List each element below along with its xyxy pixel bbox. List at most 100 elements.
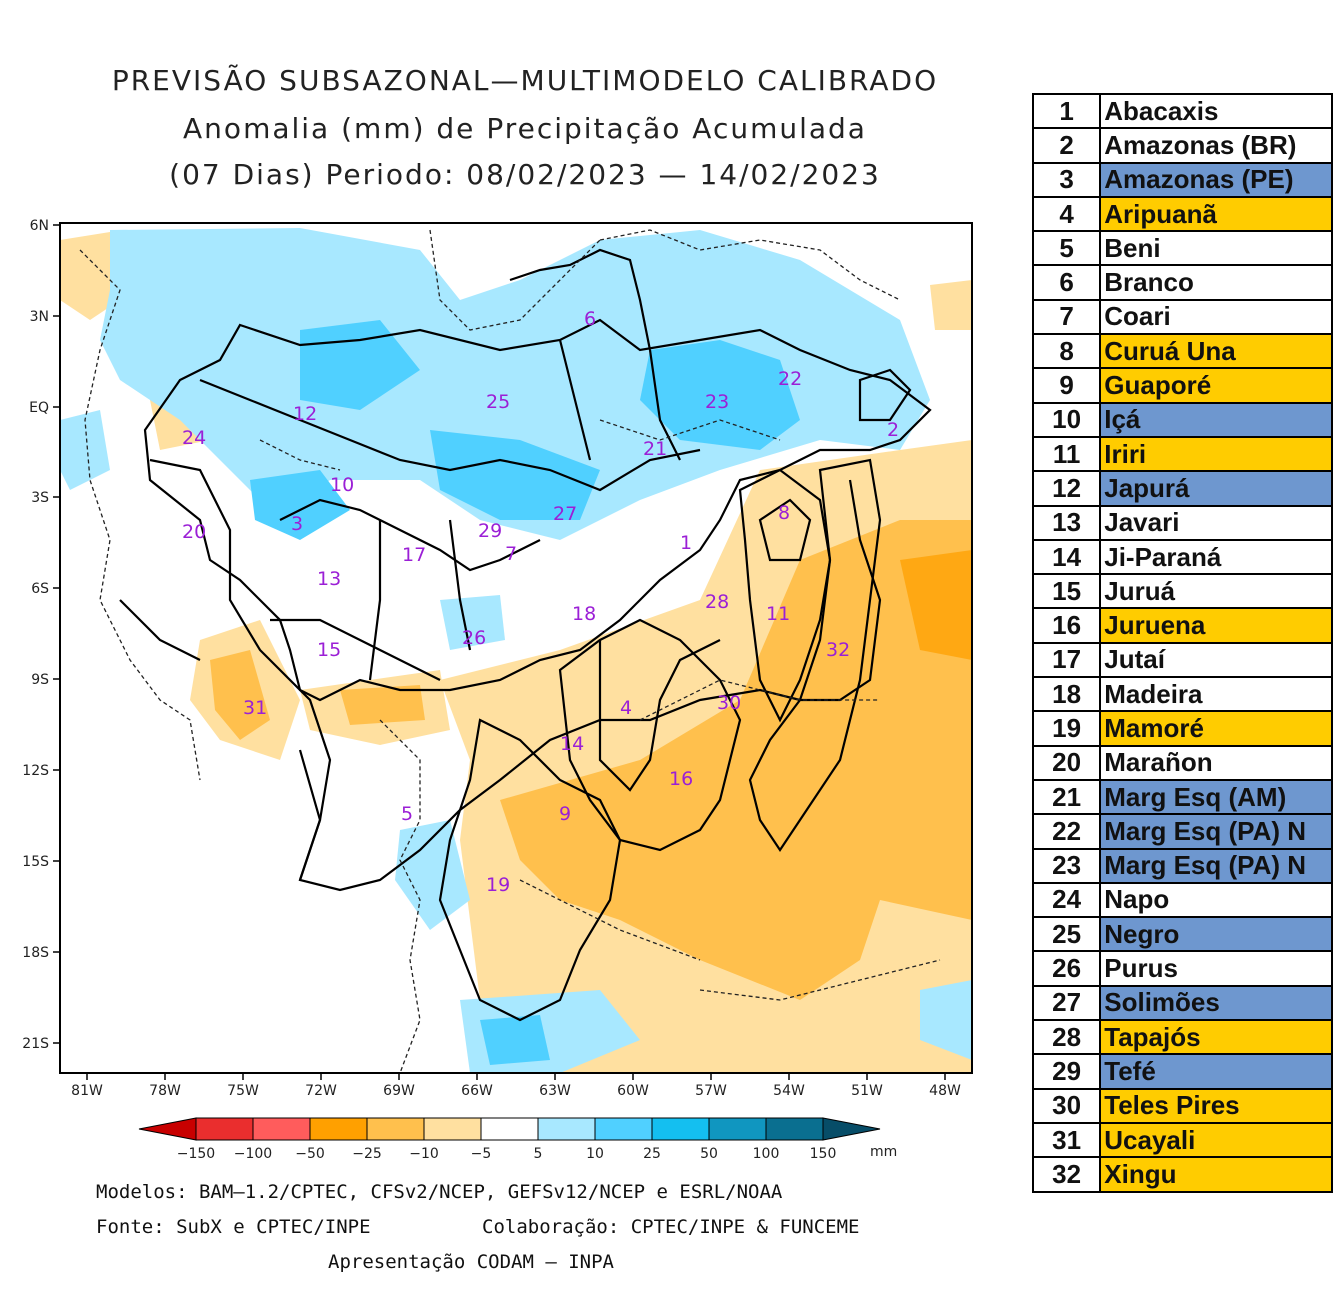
legend-basin-name: Marañon — [1099, 744, 1333, 781]
legend-basin-name: Ucayali — [1099, 1121, 1333, 1159]
legend-row: 29 Tefé — [1031, 1053, 1333, 1090]
legend-row: 5 Beni — [1031, 230, 1333, 267]
basin-label-4: 4 — [620, 697, 632, 719]
legend-basin-name: Içá — [1099, 401, 1333, 438]
legend-row: 12 Japurá — [1031, 470, 1333, 507]
legend-basin-name: Juruena — [1099, 607, 1333, 644]
legend-row: 31 Ucayali — [1031, 1121, 1333, 1159]
lat-label: 6N — [30, 218, 49, 234]
legend-number: 16 — [1031, 607, 1102, 644]
colorbar-cell — [195, 1117, 254, 1141]
basin-label-6: 6 — [584, 308, 596, 330]
legend-basin-name: Teles Pires — [1099, 1087, 1333, 1124]
lat-label: 18S — [22, 945, 49, 961]
legend-basin-name: Guaporé — [1099, 367, 1333, 404]
legend-number: 7 — [1031, 298, 1102, 336]
longitude-axis: 81W 78W 75W 72W 69W 66W 63W 60W 57W 54W … — [71, 1073, 961, 1099]
legend-number: 10 — [1031, 401, 1102, 438]
basin-label-11: 11 — [766, 603, 790, 625]
legend-number: 14 — [1031, 538, 1102, 576]
colorbar-cell — [708, 1117, 767, 1141]
legend-basin-name: Marg Esq (PA) N — [1099, 847, 1333, 884]
basin-label-32: 32 — [826, 639, 850, 661]
collaboration-credit: Colaboração: CPTEC/INPE & FUNCEME — [482, 1216, 860, 1238]
basin-label-3: 3 — [291, 513, 303, 535]
basin-label-28: 28 — [705, 591, 729, 613]
legend-basin-name: Amazonas (PE) — [1099, 161, 1333, 198]
basin-label-25: 25 — [486, 391, 510, 413]
legend-basin-name: Abacaxis — [1099, 92, 1333, 130]
legend-row: 32 Xingu — [1031, 1156, 1333, 1193]
legend-number: 22 — [1031, 813, 1102, 850]
legend-number: 19 — [1031, 710, 1102, 747]
legend-basin-name: Juruá — [1099, 573, 1333, 610]
lon-label: 54W — [773, 1083, 805, 1099]
legend-basin-name: Curuá Una — [1099, 333, 1333, 370]
lon-label: 63W — [539, 1083, 571, 1099]
legend-row: 21 Marg Esq (AM) — [1031, 778, 1333, 816]
legend-basin-name: Xingu — [1099, 1156, 1333, 1193]
legend-row: 9 Guaporé — [1031, 367, 1333, 404]
colorbar-tick: −10 — [409, 1146, 439, 1162]
legend-number: 30 — [1031, 1087, 1102, 1124]
legend-row: 23 Marg Esq (PA) N — [1031, 847, 1333, 884]
colorbar-cell — [537, 1117, 596, 1141]
legend-row: 15 Juruá — [1031, 573, 1333, 610]
models-credit: Modelos: BAM—1.2/CPTEC, CFSv2/NCEP, GEFS… — [96, 1181, 783, 1203]
lat-label: 9S — [31, 672, 49, 688]
legend-row: 18 Madeira — [1031, 676, 1333, 713]
legend-basin-name: Iriri — [1099, 435, 1333, 473]
legend-number: 29 — [1031, 1053, 1102, 1090]
legend-number: 23 — [1031, 847, 1102, 884]
lat-label: 3S — [31, 490, 49, 506]
legend-basin-name: Madeira — [1099, 676, 1333, 713]
legend-number: 25 — [1031, 916, 1102, 953]
lat-label: 3N — [30, 309, 49, 325]
colorbar-ticks: −150 −100 −50 −25 −10 −5 5 10 25 50 100 … — [177, 1144, 898, 1162]
map-subtitle: Anomalia (mm) de Precipitação Acumulada — [183, 112, 867, 145]
legend-basin-name: Tefé — [1099, 1053, 1333, 1090]
basin-label-24: 24 — [182, 427, 206, 449]
colorbar-tick: 100 — [753, 1146, 780, 1162]
legend-number: 31 — [1031, 1121, 1102, 1159]
colorbar-tick: −150 — [177, 1146, 215, 1162]
lon-label: 81W — [71, 1083, 103, 1099]
lon-label: 75W — [227, 1083, 259, 1099]
lon-label: 48W — [929, 1083, 961, 1099]
legend-number: 1 — [1031, 92, 1102, 130]
colorbar-cell — [366, 1117, 425, 1141]
legend-number: 3 — [1031, 161, 1102, 198]
legend-row: 10 Içá — [1031, 401, 1333, 438]
legend-row: 1 Abacaxis — [1031, 92, 1333, 130]
map-period: (07 Dias) Periodo: 08/02/2023 — 14/02/20… — [169, 158, 881, 191]
basin-label-17: 17 — [402, 544, 426, 566]
legend-number: 24 — [1031, 881, 1102, 919]
legend-number: 4 — [1031, 195, 1102, 233]
legend-basin-name: Purus — [1099, 950, 1333, 987]
basin-label-23: 23 — [705, 391, 729, 413]
legend-number: 27 — [1031, 984, 1102, 1022]
legend-row: 3 Amazonas (PE) — [1031, 161, 1333, 198]
lon-label: 72W — [305, 1083, 337, 1099]
basin-label-16: 16 — [669, 768, 693, 790]
colorbar-cell — [651, 1117, 710, 1141]
legend-basin-name: Mamoré — [1099, 710, 1333, 747]
legend-row: 26 Purus — [1031, 950, 1333, 987]
legend-basin-name: Amazonas (BR) — [1099, 127, 1333, 164]
lat-label: 6S — [31, 581, 49, 597]
colorbar-cell — [765, 1117, 824, 1141]
legend-basin-name: Jutaí — [1099, 641, 1333, 679]
basin-label-1: 1 — [680, 532, 692, 554]
legend-number: 12 — [1031, 470, 1102, 507]
legend-row: 17 Jutaí — [1031, 641, 1333, 679]
legend-row: 11 Iriri — [1031, 435, 1333, 473]
basin-legend-table: 1 Abacaxis 2 Amazonas (BR) 3 Amazonas (PE) 4 Ar… — [1031, 92, 1333, 1193]
legend-basin-name: Japurá — [1099, 470, 1333, 507]
legend-number: 8 — [1031, 333, 1102, 370]
lat-label: EQ — [29, 400, 49, 416]
lon-label: 66W — [461, 1083, 493, 1099]
legend-number: 26 — [1031, 950, 1102, 987]
presentation-credit: Apresentação CODAM — INPA — [328, 1251, 614, 1273]
legend-number: 15 — [1031, 573, 1102, 610]
legend-row: 6 Branco — [1031, 264, 1333, 301]
